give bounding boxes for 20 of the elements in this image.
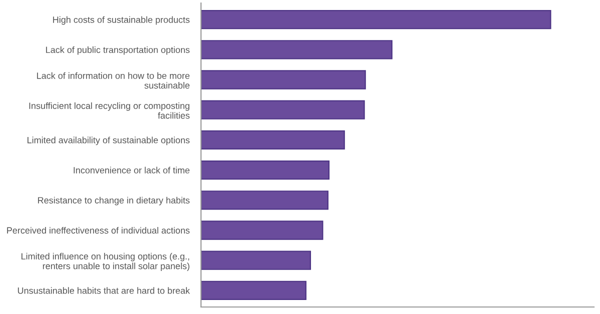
bar (201, 250, 311, 270)
y-tick-label: Lack of information on how to be more sustainable (37, 72, 190, 89)
bar (201, 70, 366, 90)
y-tick-label: Perceived ineffectiveness of individual actions (7, 226, 190, 234)
y-tick-label: Resistance to change in dietary habits (38, 196, 190, 206)
y-tick-label: High costs of sustainable products (53, 16, 190, 25)
y-tick-label: Unsustainable habits that are hard to break (18, 287, 190, 294)
y-tick-label: Limited availability of sustainable options (28, 136, 190, 146)
bar (201, 100, 365, 120)
y-tick-label: Limited influence on housing options (e.g., renters unable to install solar panels) (22, 252, 190, 272)
y-tick-label: Inconvenience or lack of time (74, 166, 190, 174)
bar (201, 220, 324, 240)
bar (201, 10, 552, 30)
y-tick-label: Insufficient local recycling or composting facilities (29, 102, 190, 119)
bar (201, 190, 328, 210)
bar (201, 40, 392, 60)
bar (201, 280, 306, 300)
bar (201, 160, 330, 180)
y-tick-label: Lack of public transportation options (46, 46, 190, 55)
bar (201, 130, 345, 150)
